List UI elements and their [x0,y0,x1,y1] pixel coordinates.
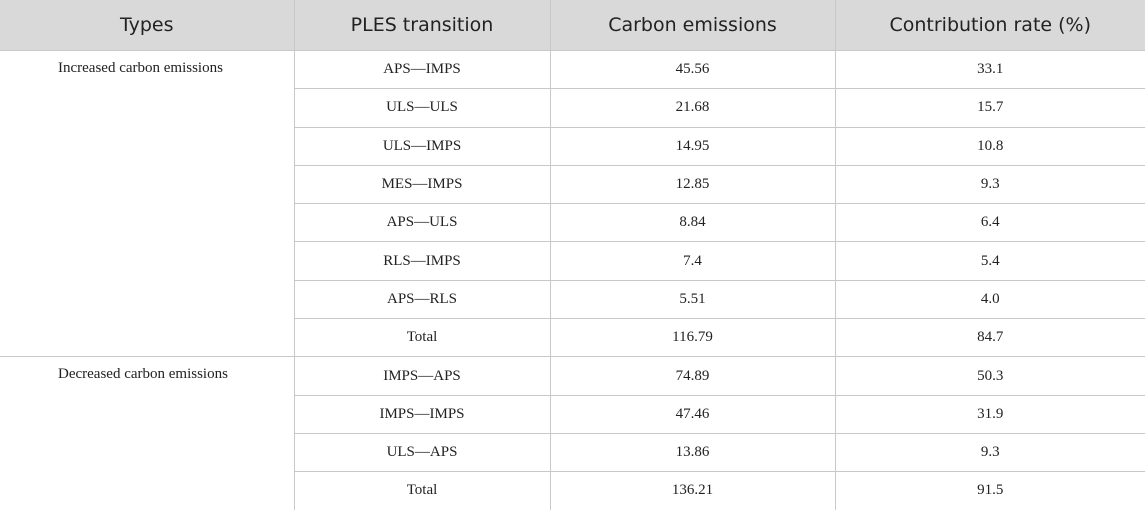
table-cell: APS—ULS [294,203,551,243]
table-cell: 9.3 [834,164,1145,205]
table-cell: ULS—APS [294,432,551,473]
table-row: Increased carbon emissions APS—IMPS 45.56 3… [0,49,1145,358]
table-cell: 5.4 [834,241,1145,281]
header-row: Types PLES transition Carbon emissions Cont… [0,0,1145,51]
table-cell: 91.5 [834,471,1145,510]
table-cell: ULS—IMPS [294,126,551,166]
table-cell: MES—IMPS [294,164,551,205]
header-cell: Contribution rate (%) [834,0,1145,51]
table-cell: 13.86 [549,432,836,473]
table-cell: 15.7 [834,88,1145,128]
table-cell: 50.3 [834,356,1145,396]
table-cell: 10.8 [834,126,1145,166]
header-cell: PLES transition [293,0,551,51]
table-cell: IMPS—IMPS [294,394,551,434]
table-cell: 47.46 [549,394,836,434]
table-cell: 74.89 [549,356,836,396]
table-cell: 116.79 [549,318,836,358]
table-cell: 6.4 [834,203,1145,243]
type-cell: Decreased carbon emissions [0,356,295,510]
table-cell: APS—IMPS [293,49,551,90]
table-cell: 33.1 [834,49,1145,90]
table-cell: 45.56 [549,49,836,90]
table-row: Decreased carbon emissions IMPS—APS 74.89 5… [0,356,1145,510]
table-row: Total 136.21 91.5 [0,471,1145,510]
table-cell: Total [294,471,551,510]
table-cell: 136.21 [549,471,836,510]
table-row: ULS—ULS 21.68 15.7 [0,88,1145,128]
table-row: APS—ULS 8.84 6.4 [0,203,1145,243]
header-cell: Carbon emissions [549,0,836,51]
table-cell: 7.4 [549,241,836,281]
table-cell: 5.51 [549,279,836,320]
table-cell: 12.85 [549,164,836,205]
table-cell: 84.7 [834,318,1145,358]
table-cell: 14.95 [549,126,836,166]
table-row: ULS—APS 13.86 9.3 [0,432,1145,473]
table-cell: ULS—ULS [294,88,551,128]
table-cell: 21.68 [549,88,836,128]
table-cell: RLS—IMPS [294,241,551,281]
table-body: Increased carbon emissions APS—IMPS 45.56 3… [0,49,1145,510]
table-cell: 8.84 [549,203,836,243]
table-cell: APS—RLS [294,279,551,320]
type-cell: Increased carbon emissions [0,49,295,358]
table-row: IMPS—IMPS 47.46 31.9 [0,394,1145,434]
table-cell: 31.9 [834,394,1145,434]
table-cell: 9.3 [834,432,1145,473]
header-cell: Types [0,0,295,51]
table-cell: 4.0 [834,279,1145,320]
table-row: ULS—IMPS 14.95 10.8 [0,126,1145,166]
table-row: Total 116.79 84.7 [0,318,1145,358]
table-cell: IMPS—APS [293,356,551,396]
table-cell: Total [294,318,551,358]
